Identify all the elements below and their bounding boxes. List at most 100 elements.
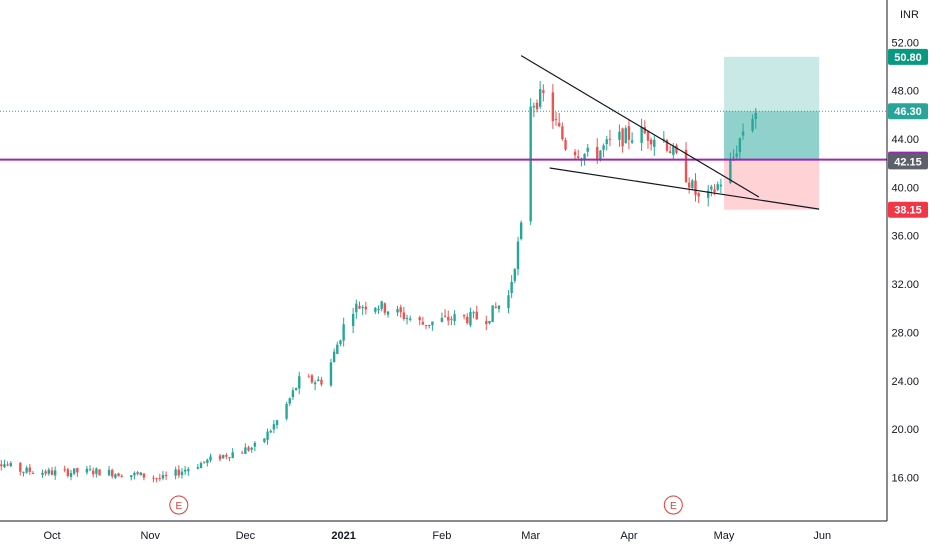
- candle-body: [285, 403, 288, 419]
- time-axis[interactable]: Oct Nov Dec 2021 Feb Mar Apr May Jun: [43, 530, 831, 542]
- candle-body: [630, 140, 634, 143]
- trendline[interactable]: [520, 55, 760, 198]
- open-profit-zone: [724, 111, 820, 160]
- candle-body: [0, 464, 3, 466]
- time-tick-label: Dec: [236, 530, 256, 542]
- position-zones: [724, 56, 820, 210]
- candle-body: [516, 241, 520, 270]
- time-tick-label: Apr: [620, 530, 637, 542]
- candle-body: [551, 92, 555, 122]
- price-tick-label: 16.00: [891, 472, 919, 484]
- candle-body: [241, 452, 244, 454]
- price-tick-label: 36.00: [891, 231, 919, 243]
- candle-body: [6, 464, 9, 466]
- candle-body: [447, 316, 450, 321]
- candle-body: [291, 390, 295, 397]
- candle-body: [735, 153, 738, 157]
- candle-body: [706, 190, 710, 198]
- candle-body: [421, 322, 425, 325]
- candle-body: [472, 312, 475, 314]
- candle-body: [266, 431, 269, 440]
- candle-body: [453, 314, 456, 322]
- candle-body: [684, 149, 688, 183]
- candle-body: [618, 131, 621, 140]
- candle-body: [228, 457, 231, 459]
- candle-body: [180, 471, 184, 475]
- candle-body: [53, 470, 57, 476]
- candle-body: [640, 126, 643, 143]
- candle-body: [377, 308, 380, 311]
- candle-body: [383, 303, 387, 313]
- candle-body: [653, 139, 656, 147]
- price-axis[interactable]: 16.00 20.00 24.00 28.00 32.00 36.00 40.00 44.00…: [891, 37, 919, 484]
- candle-body: [573, 151, 577, 156]
- candle-body: [605, 139, 608, 144]
- price-tag: [888, 153, 928, 170]
- candle-body: [513, 269, 517, 281]
- candle-body: [253, 442, 257, 447]
- currency-label[interactable]: INR: [900, 9, 919, 21]
- candle-body: [275, 420, 279, 426]
- price-tick-label: 48.00: [891, 86, 919, 98]
- candle-body: [364, 306, 368, 310]
- candle-body: [529, 106, 532, 222]
- time-tick-label: Mar: [521, 530, 540, 542]
- candle-body: [535, 102, 539, 110]
- candle-body: [450, 318, 453, 320]
- candle-body: [63, 469, 66, 471]
- candle-body: [675, 145, 678, 153]
- candle-body: [218, 455, 222, 460]
- candle-body: [538, 89, 542, 107]
- candle-body: [672, 146, 675, 155]
- candle-body: [716, 184, 719, 190]
- price-tick-label: 28.00: [891, 327, 919, 339]
- candle-body: [307, 376, 310, 378]
- candle-body: [342, 324, 345, 341]
- candle-body: [72, 468, 76, 474]
- candle-body: [409, 318, 412, 320]
- time-tick-label: Jun: [813, 530, 831, 542]
- candle-body: [88, 469, 92, 471]
- candle-body: [751, 118, 754, 131]
- candle-body: [133, 472, 136, 476]
- price-tick-label: 24.00: [891, 376, 919, 388]
- candle-body: [206, 459, 209, 464]
- candle-body: [697, 193, 700, 197]
- candle-body: [317, 379, 320, 382]
- candle-body: [646, 131, 650, 141]
- candle-body: [47, 469, 51, 474]
- candle-body: [729, 159, 732, 183]
- candle-body: [117, 473, 120, 477]
- candle-body: [710, 186, 713, 190]
- price-tick-label: 52.00: [891, 37, 919, 49]
- time-tick-label: May: [714, 530, 735, 542]
- candle-body: [561, 126, 564, 140]
- candle-body: [507, 295, 510, 309]
- candle-body: [269, 430, 272, 433]
- candle-body: [155, 478, 158, 480]
- candle-body: [114, 474, 117, 478]
- earnings-marker[interactable]: [663, 495, 683, 515]
- drawing-layer[interactable]: [0, 55, 887, 210]
- candle-body: [136, 472, 139, 474]
- price-tag: [888, 103, 928, 120]
- candle-body: [405, 318, 409, 320]
- candle-body: [577, 156, 580, 158]
- candle-body: [3, 464, 6, 468]
- candle-body: [336, 344, 339, 354]
- earnings-marker[interactable]: [169, 495, 189, 515]
- time-tick-label: Feb: [432, 530, 451, 542]
- candle-body: [443, 315, 447, 317]
- candle-body: [719, 184, 723, 187]
- candle-body: [488, 321, 491, 324]
- candle-body: [288, 398, 291, 404]
- trendline[interactable]: [549, 167, 820, 210]
- candle-body: [329, 362, 333, 386]
- candle-body: [519, 222, 523, 239]
- candle-body: [687, 182, 691, 188]
- candle-body: [399, 307, 402, 313]
- candle-body: [130, 475, 133, 478]
- candle-body: [41, 472, 44, 475]
